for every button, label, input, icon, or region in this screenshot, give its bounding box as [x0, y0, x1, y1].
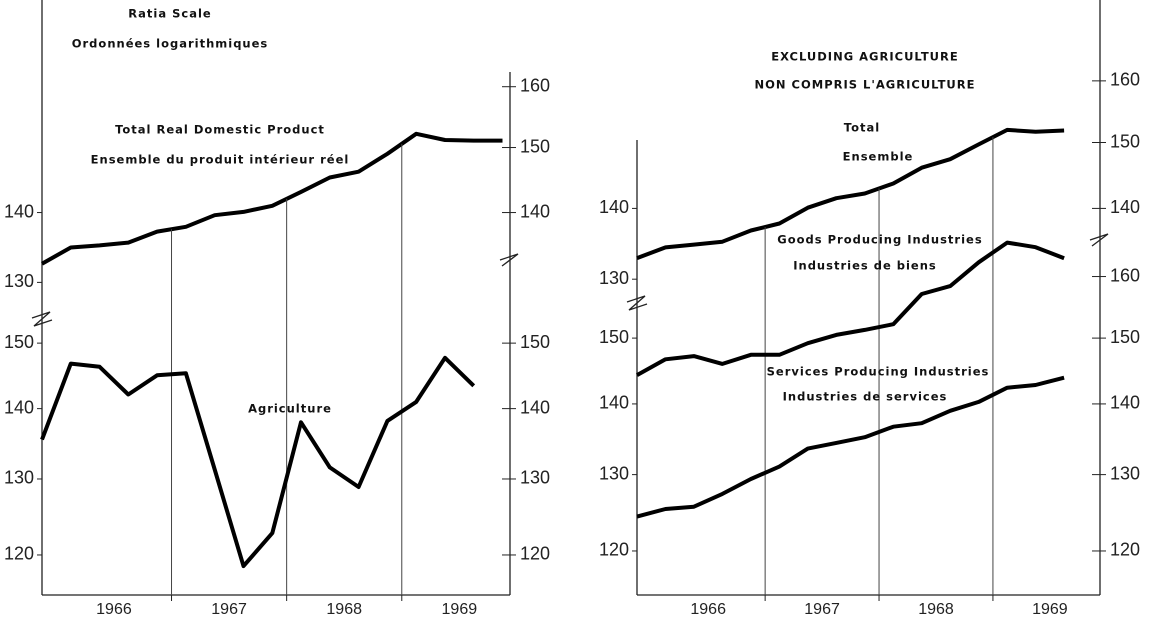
y-tick-label: 150 [599, 327, 629, 347]
series-label-fr: Industries de biens [793, 259, 937, 273]
y2-tick-label: 150 [520, 332, 550, 352]
data-line [41, 131, 503, 266]
panel-subtitle: NON COMPRIS L'AGRICULTURE [755, 78, 976, 92]
x-tick-label: 1967 [211, 601, 247, 618]
y-tick-label: 130 [599, 268, 629, 288]
series-label: Total [844, 121, 880, 135]
x-tick-label: 1969 [1032, 601, 1068, 618]
series-label-fr: Ensemble [843, 150, 914, 164]
x-tick-label: 1968 [326, 601, 362, 618]
panel-title: EXCLUDING AGRICULTURE [771, 50, 958, 64]
y2-tick-label: 160 [1110, 70, 1140, 90]
data-line [636, 240, 1065, 377]
y2-tick-label: 120 [520, 544, 550, 564]
y-tick-label: 120 [4, 544, 34, 564]
series-label: Total Real Domestic Product [115, 123, 325, 137]
y2-tick-label: 140 [1110, 393, 1140, 413]
y2-tick-label: 140 [520, 201, 550, 221]
y2-tick-label: 120 [1110, 540, 1140, 560]
x-tick-label: 1968 [918, 601, 954, 618]
y2-tick-label: 160 [520, 75, 550, 95]
y2-tick-label: 160 [1110, 265, 1140, 285]
y-tick-label: 140 [599, 197, 629, 217]
x-tick-label: 1966 [96, 601, 132, 618]
y2-tick-label: 140 [1110, 197, 1140, 217]
y2-tick-label: 150 [1110, 131, 1140, 151]
x-tick-label: 1967 [804, 601, 840, 618]
y-tick-label: 130 [599, 463, 629, 483]
data-line [40, 355, 476, 569]
axis-break [499, 253, 519, 267]
axis-break [31, 311, 53, 327]
series-label-fr: Ensemble du produit intérieur réel [91, 153, 350, 167]
axis-break [1089, 233, 1109, 247]
x-tick-label: 1966 [690, 601, 726, 618]
y-tick-label: 130 [4, 271, 34, 291]
series-label: Goods Producing Industries [777, 233, 982, 247]
y-tick-label: 140 [4, 397, 34, 417]
y-tick-label: 120 [599, 540, 629, 560]
y2-tick-label: 150 [520, 136, 550, 156]
y-tick-label: 140 [599, 393, 629, 413]
y-tick-label: 130 [4, 468, 34, 488]
series-label-fr: Industries de services [783, 390, 948, 404]
data-line [636, 375, 1065, 519]
y2-tick-label: 140 [520, 397, 550, 417]
y2-tick-label: 130 [1110, 463, 1140, 483]
x-tick-label: 1969 [442, 601, 478, 618]
y-tick-label: 150 [4, 332, 34, 352]
y2-tick-label: 150 [1110, 327, 1140, 347]
series-label: Services Producing Industries [767, 365, 990, 379]
y2-tick-label: 130 [520, 468, 550, 488]
series-label: Agriculture [248, 402, 332, 416]
scale-subtitle: Ordonnées logarithmiques [72, 37, 269, 51]
axis-break [626, 295, 648, 311]
scale-title: Ratia Scale [128, 7, 211, 21]
y-tick-label: 140 [4, 201, 34, 221]
